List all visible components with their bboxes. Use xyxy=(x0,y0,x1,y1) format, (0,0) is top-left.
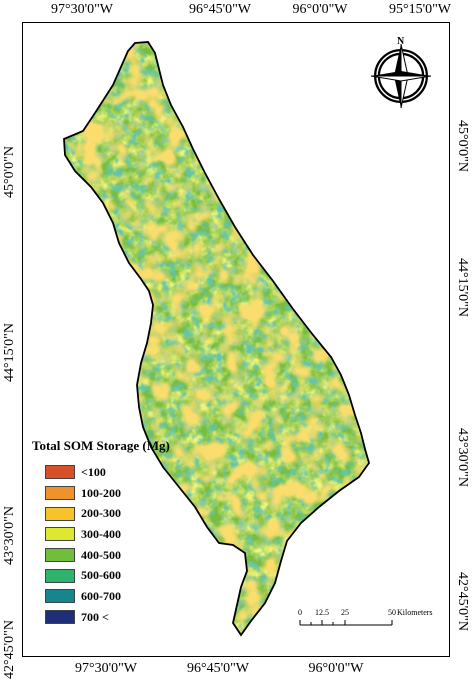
legend-item: 200-300 xyxy=(45,503,182,524)
legend-label: 700 < xyxy=(81,609,109,624)
legend-label: 400-500 xyxy=(81,547,121,562)
latitude-label-right: 45°0'0"N xyxy=(455,120,470,172)
latitude-label-left: 43°30'0"N xyxy=(2,506,17,565)
longitude-label-top: 97°30'0"W xyxy=(50,2,114,17)
map-canvas xyxy=(63,41,370,637)
latitude-label-left: 42°45'0"N xyxy=(2,620,17,679)
legend-items: <100 100-200 200-300 300-400 400-500 500… xyxy=(32,462,182,628)
svg-text:N: N xyxy=(397,36,405,47)
latitude-label-right: 42°45'0"N xyxy=(455,572,470,631)
legend-item: <100 xyxy=(45,462,182,483)
legend-item: 400-500 xyxy=(45,545,182,566)
scale-tick-label: 25 xyxy=(341,608,349,617)
scale-unit-label: Kilometers xyxy=(397,608,433,617)
scale-tick-label: 12.5 xyxy=(315,608,329,617)
scale-bar: 0 12.5 25 50 Kilometers xyxy=(275,608,433,638)
legend-item: 100-200 xyxy=(45,483,182,504)
legend-swatch xyxy=(45,486,75,501)
latitude-label-left: 45°0'0"N xyxy=(2,146,17,198)
legend-label: 500-600 xyxy=(81,568,121,583)
legend-swatch xyxy=(45,589,75,604)
legend-swatch xyxy=(45,610,75,625)
legend: Total SOM Storage (Mg) <100 100-200 200-… xyxy=(32,438,182,628)
legend-label: 300-400 xyxy=(81,526,121,541)
legend-swatch xyxy=(45,506,75,521)
longitude-label-top: 96°45'0"W xyxy=(188,2,252,17)
longitude-label-bottom: 96°45'0"W xyxy=(186,661,250,676)
longitude-label-top: 95°15'0"W xyxy=(388,2,452,17)
basin-boundary xyxy=(63,41,370,637)
legend-item: 300-400 xyxy=(45,524,182,545)
legend-item: 600-700 xyxy=(45,586,182,607)
legend-title: Total SOM Storage (Mg) xyxy=(32,438,170,453)
legend-label: 100-200 xyxy=(81,485,121,500)
latitude-label-right: 44°15'0"N xyxy=(455,258,470,317)
legend-label: 600-700 xyxy=(81,588,121,603)
north-arrow-icon: N xyxy=(366,34,436,114)
longitude-label-bottom: 97°30'0"W xyxy=(74,661,138,676)
longitude-label-bottom: 96°0'0"W xyxy=(308,661,364,676)
legend-swatch xyxy=(45,548,75,563)
legend-swatch xyxy=(45,568,75,583)
legend-label: <100 xyxy=(81,464,106,479)
scale-tick-label: 0 xyxy=(298,608,302,617)
legend-swatch xyxy=(45,465,75,480)
map-frame: N xyxy=(22,22,450,657)
legend-swatch xyxy=(45,527,75,542)
scale-tick-label: 50 xyxy=(388,608,396,617)
legend-item: 700 < xyxy=(45,607,182,628)
latitude-label-right: 43°30'0"N xyxy=(455,428,470,487)
latitude-label-left: 44°15'0"N xyxy=(2,323,17,382)
legend-label: 200-300 xyxy=(81,506,121,521)
longitude-label-top: 96°0'0"W xyxy=(292,2,348,17)
legend-item: 500-600 xyxy=(45,565,182,586)
